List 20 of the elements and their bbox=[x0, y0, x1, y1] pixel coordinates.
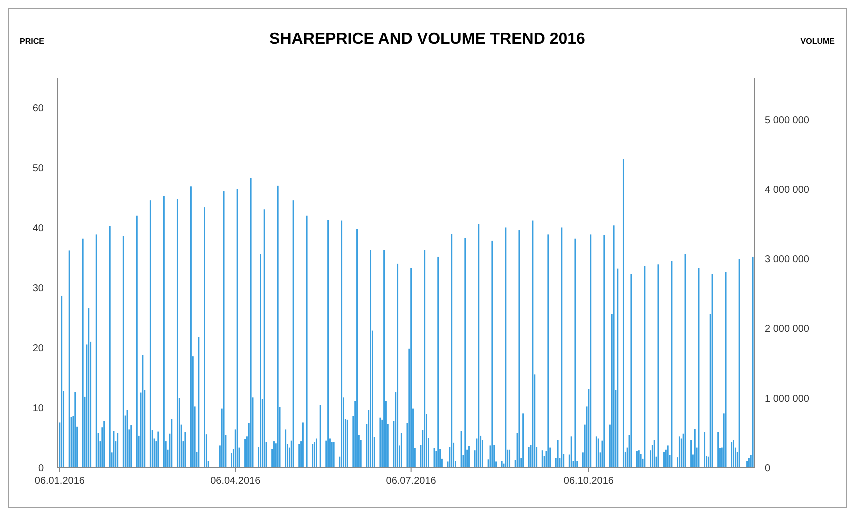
x-tick-label: 06.10.2016 bbox=[564, 476, 614, 487]
x-tick-label: 06.04.2016 bbox=[210, 476, 262, 487]
y2-axis-title: VOLUME bbox=[800, 37, 836, 46]
y-tick-label: 0 bbox=[38, 464, 44, 474]
y-tick-label: 50 bbox=[32, 164, 44, 174]
y-tick-label: 10 bbox=[32, 404, 44, 414]
y2-tick-label: 1 000 000 bbox=[765, 394, 810, 405]
x-tick-label: 06.01.2016 bbox=[34, 476, 86, 487]
y-tick-label: 20 bbox=[32, 344, 44, 354]
y2-tick-label: 3 000 000 bbox=[765, 254, 810, 266]
y-tick-label: 60 bbox=[32, 104, 44, 114]
y2-tick-label: 0 bbox=[765, 464, 771, 474]
y2-tick-label: 2 000 000 bbox=[765, 324, 810, 336]
x-tick-label: 06.07.2016 bbox=[386, 476, 437, 487]
y2-tick-label: 4 000 000 bbox=[765, 184, 810, 196]
y-axis-title: PRICE bbox=[20, 37, 46, 46]
y2-tick-label: 5 000 000 bbox=[765, 115, 810, 126]
chart-title: SHAREPRICE AND VOLUME TREND 2016 bbox=[270, 31, 586, 48]
y-tick-label: 30 bbox=[32, 284, 44, 294]
y-tick-label: 40 bbox=[32, 224, 44, 234]
